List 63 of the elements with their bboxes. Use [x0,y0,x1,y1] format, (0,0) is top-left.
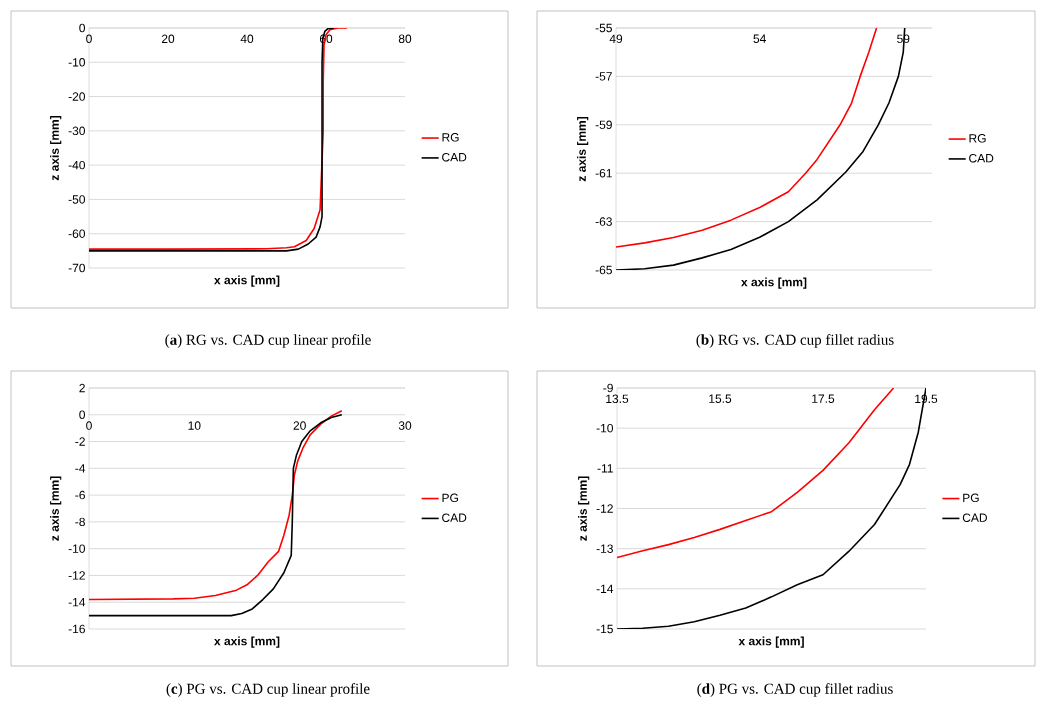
y-tick-label: -11 [597,464,613,473]
y-tick-label: -10 [68,58,86,67]
x-tick-label: 30 [398,421,412,430]
x-tick-label: 40 [240,34,254,44]
x-tick-label: 17.5 [812,394,835,403]
y-tick-label: -30 [68,126,86,136]
text: (c) PG vs. CAD cup linear profile [166,683,370,697]
x-axis-title: x axis [mm] [214,275,280,287]
legend-label: PG [963,493,979,503]
y-axis-title: z axis [mm] [50,116,62,181]
y-tick-label: -40 [68,160,86,170]
y-tick-label: -8 [75,517,85,527]
y-tick-label: -12 [596,504,613,513]
legend-label: CAD [962,513,987,522]
y-tick-label: 0 [79,23,86,33]
y-axis-title: z axis [mm] [50,476,62,541]
y-tick-label: -10 [68,544,86,553]
y-tick-label: -20 [68,92,86,101]
text: (b) RG vs. CAD cup fillet radius [696,334,894,348]
legend-label: CAD [442,513,467,522]
y-tick-label: -57 [595,72,612,81]
x-tick-label: 20 [293,421,306,430]
y-tick-label: -14 [596,584,614,593]
x-tick-label: 54 [753,34,766,43]
y-tick-label: -9 [603,383,613,393]
y-tick-label: -61 [595,168,612,178]
y-tick-label: -70 [68,263,86,273]
y-tick-label: -4 [75,464,86,473]
y-tick-label: -55 [595,23,612,33]
x-tick-label: 49 [609,34,623,44]
x-tick-label: 80 [398,34,412,44]
y-tick-label: -6 [75,490,85,500]
y-tick-label: 0 [79,410,86,420]
legend-label: RG [969,134,986,143]
x-tick-label: 0 [86,421,92,430]
x-tick-label: 10 [188,421,201,430]
y-tick-label: -12 [68,571,85,580]
legend-label: CAD [969,153,994,163]
y-axis-title: z axis [mm] [577,117,589,182]
y-tick-label: -50 [68,195,86,204]
y-tick-label: -2 [75,437,85,446]
y-tick-label: -65 [595,265,612,275]
x-tick-label: 13.5 [606,394,629,404]
legend-label: RG [442,133,459,142]
y-tick-label: -60 [68,229,86,238]
legend-label: CAD [442,153,467,162]
text: (d) PG vs. CAD cup fillet radius [697,683,893,697]
x-axis-title: x axis [mm] [738,636,804,648]
y-tick-label: -16 [68,624,85,634]
x-axis-title: x axis [mm] [214,636,280,648]
y-tick-label: -59 [595,120,612,130]
y-tick-label: -63 [595,217,612,226]
text: (a) RG vs. CAD cup linear profile [165,334,371,348]
y-axis-title: z axis [mm] [578,476,590,541]
x-tick-label: 15.5 [709,394,732,403]
y-tick-label: -15 [596,624,613,634]
legend-label: PG [442,493,458,503]
y-tick-label: 2 [79,383,85,393]
y-tick-label: -10 [596,423,613,433]
x-axis-title: x axis [mm] [741,277,807,289]
y-tick-label: -13 [596,544,613,553]
x-tick-label: 20 [161,34,175,44]
y-tick-label: -14 [68,598,86,607]
